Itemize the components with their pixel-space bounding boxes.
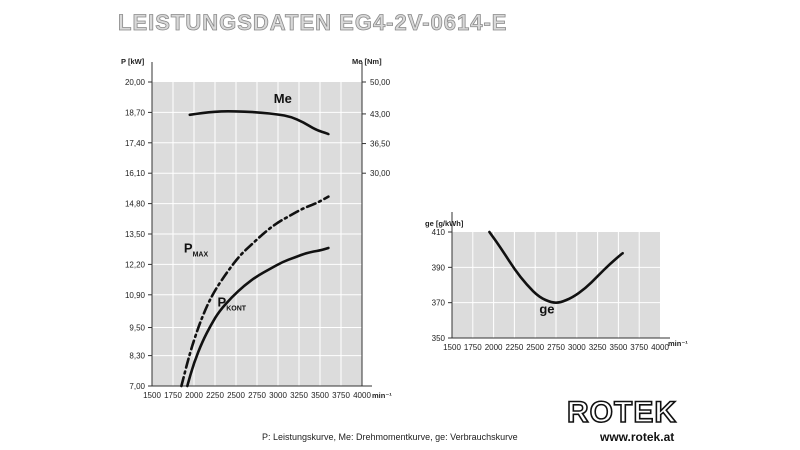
y-left-tick-label: 10,90 — [125, 291, 146, 300]
x-tick-label: 2750 — [248, 391, 266, 400]
y-left-tick-label: 9,50 — [129, 324, 145, 333]
y-right-tick-label: 50,00 — [370, 78, 391, 87]
x-tick-label: 1500 — [443, 343, 461, 352]
y-right-tick-label: 43,00 — [370, 110, 391, 119]
x-tick-label: 3250 — [290, 391, 308, 400]
y-left-tick-label: 8,30 — [129, 352, 145, 361]
x-tick-label: 3000 — [568, 343, 586, 352]
legend-caption: P: Leistungskurve, Me: Drehmomentkurve, … — [262, 432, 518, 442]
power-axis-label: P [kW] — [121, 57, 145, 66]
logo-wordmark: ROTEK — [567, 396, 677, 429]
y-left-tick-label: 14,80 — [125, 200, 146, 209]
y-left-tick-label: 390 — [432, 263, 446, 272]
page-title: LEISTUNGSDATEN EG4-2V-0614-E — [118, 10, 507, 35]
x-tick-label: 1750 — [164, 391, 182, 400]
x-tick-label: 2250 — [206, 391, 224, 400]
rpm-axis-label: min⁻¹ — [372, 391, 392, 400]
y-left-tick-label: 410 — [432, 228, 446, 237]
x-tick-label: 3250 — [589, 343, 607, 352]
x-tick-label: 2500 — [227, 391, 245, 400]
series-line-pkont — [186, 246, 330, 388]
x-tick-label: 1500 — [143, 391, 161, 400]
y-right-tick-label: 30,00 — [370, 169, 391, 178]
series-line-pmax — [180, 195, 330, 388]
y-left-tick-label: 17,40 — [125, 139, 146, 148]
x-tick-label: 2750 — [547, 343, 565, 352]
curve-label-me: Me — [274, 91, 292, 106]
y-left-tick-label: 370 — [432, 299, 446, 308]
y-left-tick-label: 350 — [432, 334, 446, 343]
consumption-chart: 1500 1750 2000 2250 2500 2750 3000 3250 3500 3750… — [425, 212, 688, 352]
x-tick-label: 2000 — [185, 391, 203, 400]
series-line-me — [188, 110, 330, 136]
x-tick-label: 1750 — [464, 343, 482, 352]
y-left-tick-label: 16,10 — [125, 169, 146, 178]
y-left-tick-label: 13,50 — [125, 230, 146, 239]
rotek-logo: ROTEK www.rotek.at — [566, 395, 677, 444]
x-tick-label: 3750 — [630, 343, 648, 352]
x-tick-label: 4000 — [353, 391, 371, 400]
consumption-rpm-axis-label: min⁻¹ — [668, 339, 688, 348]
series-line-ge — [488, 230, 624, 305]
y-left-tick-label: 18,70 — [125, 108, 146, 117]
y-right-tick-label: 36,50 — [370, 140, 391, 149]
x-tick-label: 2000 — [485, 343, 503, 352]
consumption-axis-label: ge [g/kWh] — [425, 219, 464, 228]
power-torque-chart: 1500 1750 2000 2250 2500 2750 3000 3250 3500 3750… — [121, 57, 392, 400]
x-tick-label: 3750 — [332, 391, 350, 400]
x-tick-label: 3000 — [269, 391, 287, 400]
x-tick-label: 2500 — [526, 343, 544, 352]
x-tick-label: 3500 — [311, 391, 329, 400]
x-tick-label: 4000 — [651, 343, 669, 352]
y-left-tick-label: 20,00 — [125, 78, 146, 87]
x-tick-label: 3500 — [610, 343, 628, 352]
logo-url: www.rotek.at — [599, 430, 674, 444]
y-left-tick-label: 12,20 — [125, 260, 146, 269]
y-left-tick-label: 7,00 — [129, 382, 145, 391]
curve-label-ge: ge — [539, 301, 554, 316]
torque-axis-label: Me [Nm] — [352, 57, 382, 66]
x-tick-label: 2250 — [506, 343, 524, 352]
